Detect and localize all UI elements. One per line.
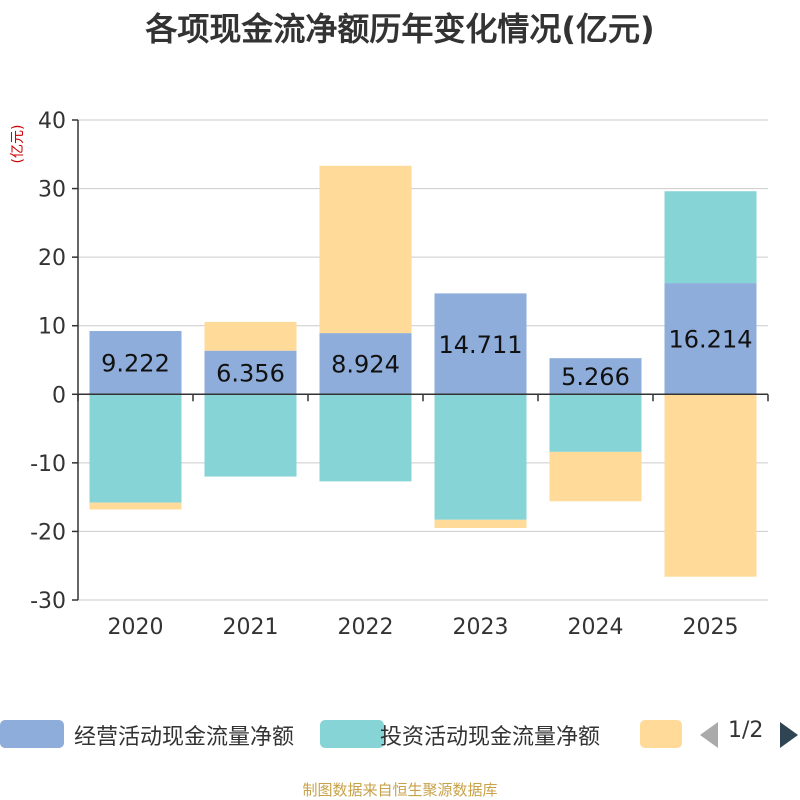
bar-2021-series-0 — [204, 350, 297, 395]
data-label-2020: 9.222 — [101, 350, 170, 378]
x-tick-label-2024: 2024 — [568, 615, 624, 640]
bar-2024-series-2 — [549, 451, 642, 502]
bar-2024-series-1 — [549, 394, 642, 452]
bar-2025-series-2 — [664, 394, 757, 577]
bar-2021-series-2 — [204, 321, 297, 351]
y-tick-label: -20 — [30, 520, 66, 545]
bar-2024-series-0 — [549, 358, 642, 395]
bar-2023-series-1 — [434, 394, 527, 520]
bar-2020-series-2 — [89, 502, 182, 510]
legend-label-operating: 经营活动现金流量净额 — [74, 725, 295, 750]
legend-label-investing: 投资活动现金流量净额 — [380, 725, 601, 750]
legend-swatch-financing — [640, 720, 682, 748]
y-tick-label: 20 — [38, 246, 66, 271]
bar-2025-series-0 — [664, 283, 757, 395]
legend: 经营活动现金流量净额 投资活动现金流量净额 — [0, 716, 800, 752]
data-label-2024: 5.266 — [561, 363, 630, 391]
source-note: 制图数据来自恒生聚源数据库 — [302, 781, 498, 799]
bar-2022-series-0 — [319, 333, 412, 395]
data-labels: 9.222 6.356 8.924 14.711 5.266 16.214 — [101, 326, 752, 392]
y-tick-label: 30 — [38, 178, 66, 203]
data-label-2021: 6.356 — [216, 359, 285, 387]
bar-2022-series-1 — [319, 394, 412, 482]
legend-next-page-button[interactable] — [780, 722, 798, 748]
x-tick-label-2025: 2025 — [683, 615, 739, 640]
legend-swatch-investing — [320, 720, 384, 748]
y-tick-label: -10 — [30, 452, 66, 477]
data-label-2022: 8.924 — [331, 351, 400, 379]
data-label-2025: 16.214 — [669, 326, 753, 354]
bar-2022-series-2 — [319, 165, 412, 334]
bar-2021-series-1 — [204, 394, 297, 477]
bar-2023-series-2 — [434, 519, 527, 528]
data-label-2023: 14.711 — [439, 331, 523, 359]
y-tick-label: 0 — [52, 383, 66, 408]
axes: 40 30 20 10 0 -10 -20 -30 2020 2021 2022 2023 2024 20… — [30, 109, 769, 640]
bar-chart: 40 30 20 10 0 -10 -20 -30 2020 2021 2022 2023 2024 20… — [30, 109, 769, 640]
bar-2020-series-0 — [89, 331, 182, 395]
legend-prev-page-button[interactable] — [700, 722, 718, 748]
grid-lines — [78, 119, 768, 601]
x-tick-label-2023: 2023 — [453, 615, 509, 640]
legend-swatch-operating — [0, 720, 64, 748]
legend-page-indicator: 1/2 — [728, 718, 764, 743]
y-tick-label: 10 — [38, 315, 66, 340]
bar-2020-series-1 — [89, 394, 182, 503]
bar-2023-series-0 — [434, 293, 527, 395]
x-tick-label-2020: 2020 — [108, 615, 164, 640]
chart-title: 各项现金流净额历年变化情况(亿元) — [145, 10, 655, 48]
bar-2025-series-1 — [664, 191, 757, 284]
y-tick-label: 40 — [38, 109, 66, 134]
x-tick-label-2021: 2021 — [223, 615, 279, 640]
y-tick-label: -30 — [30, 589, 66, 614]
x-tick-label-2022: 2022 — [338, 615, 394, 640]
bars — [89, 165, 757, 577]
